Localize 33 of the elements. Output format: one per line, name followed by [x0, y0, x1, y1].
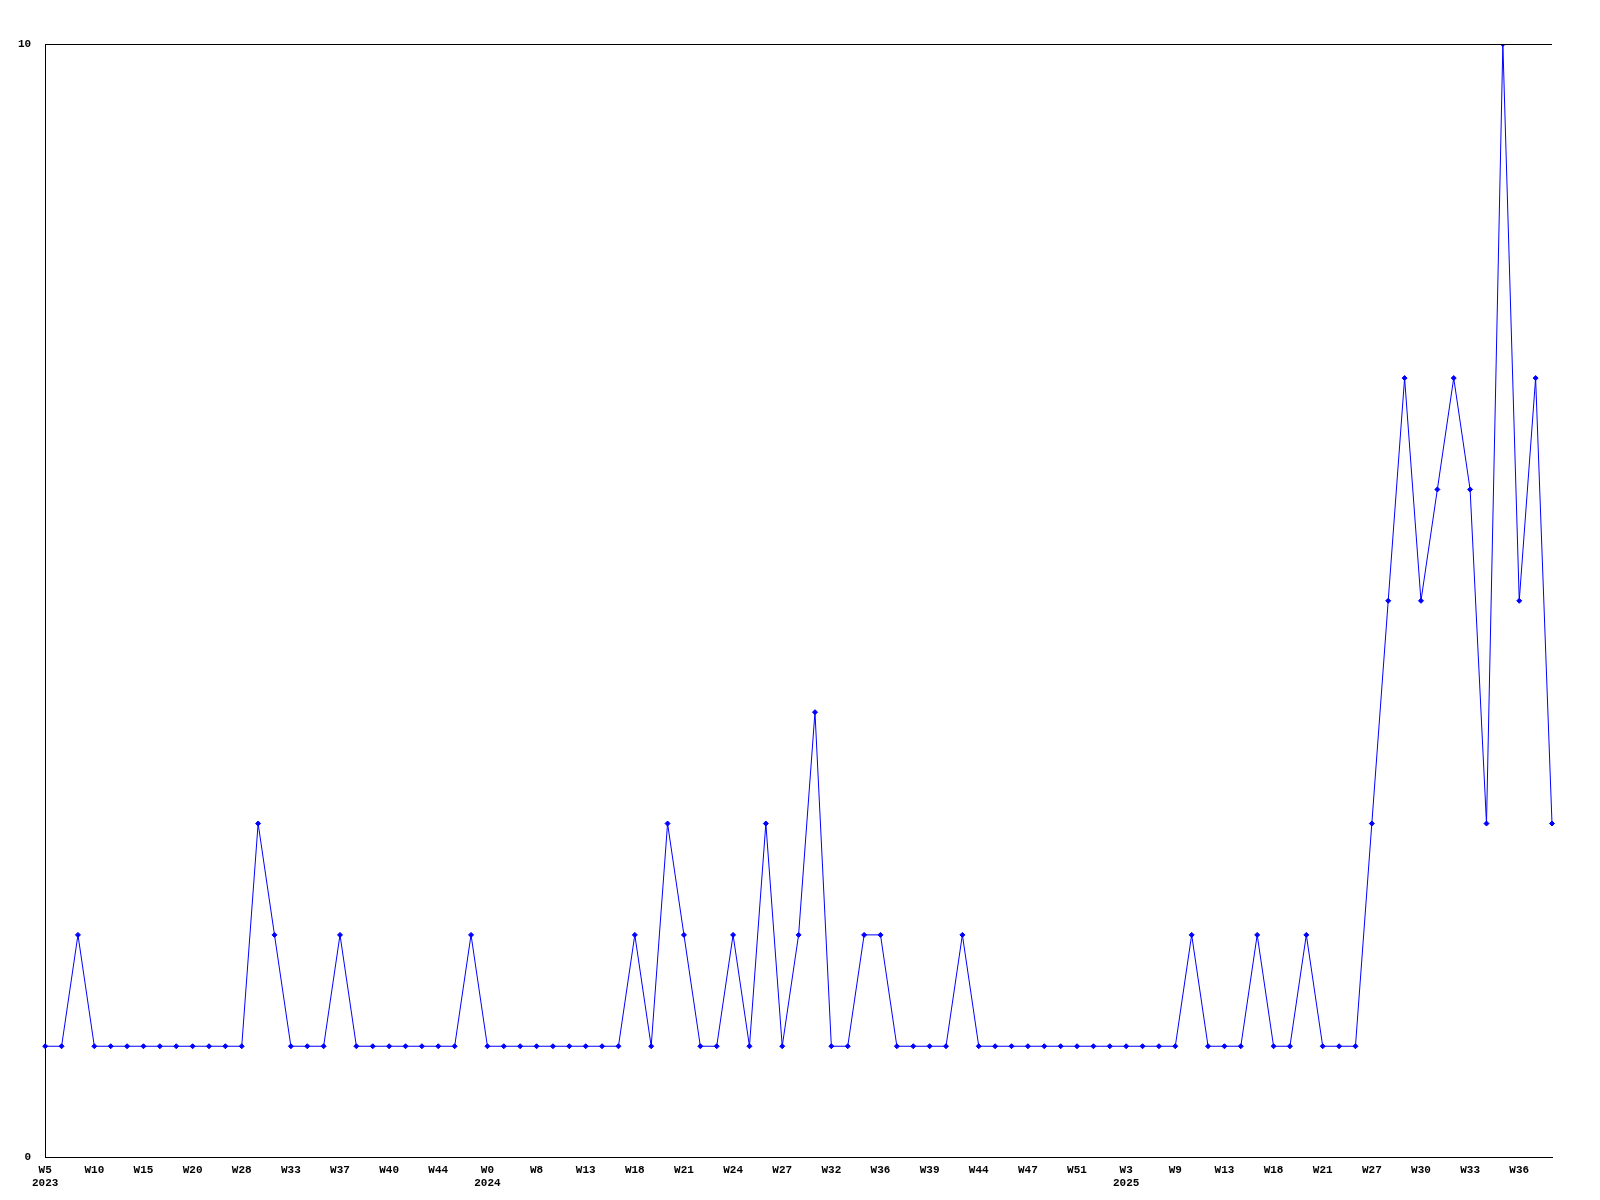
y-tick-label: 0 — [24, 1151, 32, 1164]
y-tick-label: 10 — [18, 37, 32, 50]
x-tick-label: W21 — [674, 1163, 695, 1176]
x-tick-label: W21 — [1312, 1163, 1333, 1176]
x-tick-label: W33 — [1460, 1163, 1481, 1176]
x-tick-label: W40 — [379, 1163, 400, 1176]
x-tick-label: W18 — [624, 1163, 646, 1176]
x-tick-label: W30 — [1411, 1163, 1431, 1176]
x-tick-label: W20 — [182, 1163, 203, 1176]
x-tick-label: W24 — [723, 1163, 744, 1176]
x-tick-label: W13 — [1214, 1163, 1235, 1176]
x-tick-label: W0 2024 — [474, 1163, 502, 1190]
x-tick-label: W27 — [772, 1163, 793, 1176]
x-tick-label: W37 — [330, 1163, 350, 1176]
x-tick-label: W36 — [1509, 1163, 1530, 1176]
x-tick-label: W33 — [280, 1163, 302, 1176]
x-tick-label: W9 — [1168, 1163, 1182, 1176]
x-tick-label: W28 — [231, 1163, 253, 1176]
x-tick-label: W44 — [968, 1163, 990, 1176]
x-tick-label: W51 — [1067, 1163, 1088, 1176]
x-tick-label: W13 — [575, 1163, 596, 1176]
x-tick-label: W15 — [133, 1163, 154, 1176]
x-tick-label: W10 — [84, 1163, 105, 1176]
x-tick-label: W5 2023 — [32, 1163, 59, 1190]
x-tick-label: W47 — [1017, 1163, 1038, 1176]
x-tick-label: W3 2025 — [1112, 1163, 1140, 1190]
x-tick-label: W36 — [870, 1163, 891, 1176]
x-tick-label: W18 — [1263, 1163, 1284, 1176]
x-tick-label: W27 — [1361, 1163, 1382, 1176]
x-tick-label: W32 — [821, 1163, 842, 1176]
x-tick-label: W8 — [529, 1163, 544, 1176]
x-tick-label: W39 — [919, 1163, 940, 1176]
x-tick-label: W44 — [428, 1163, 449, 1176]
